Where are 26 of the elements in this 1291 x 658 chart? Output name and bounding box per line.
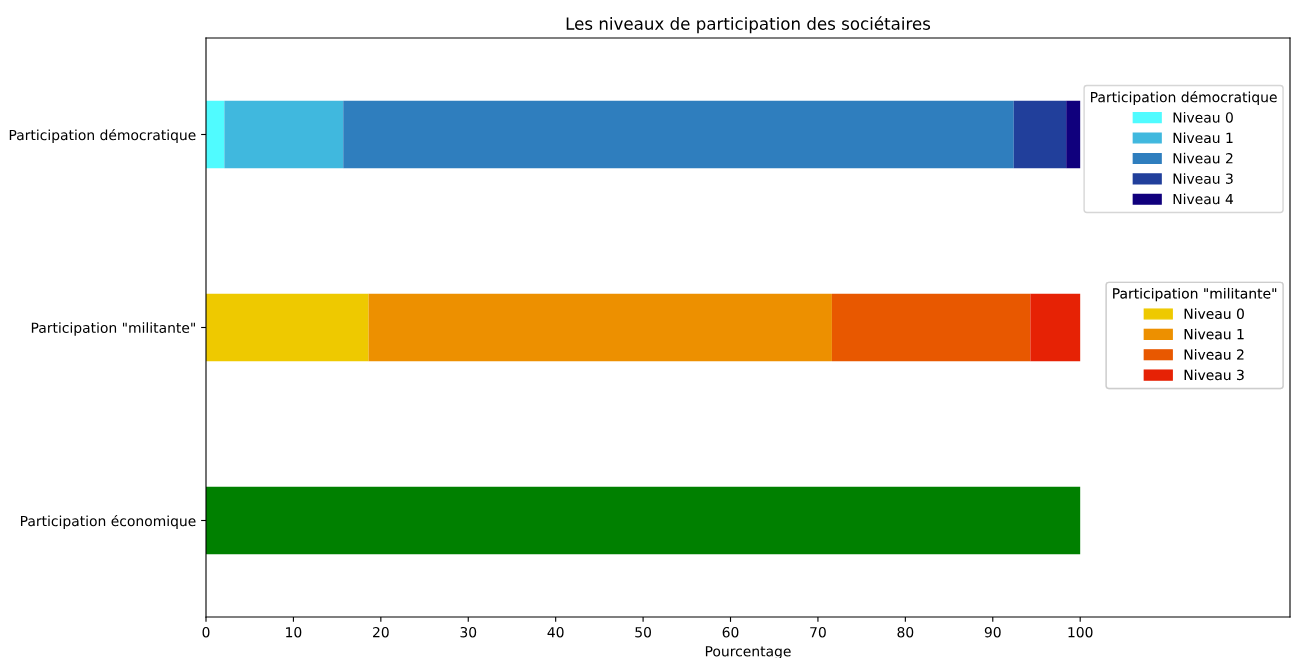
x-tick-label: 100 [1068,626,1093,638]
legend-label: Niveau 3 [1173,173,1233,184]
x-tick-label: 20 [373,626,389,638]
text: Participation démocratique [1091,91,1277,106]
legend-label: Niveau 4 [1173,193,1234,205]
x-tick-label: 60 [722,626,739,638]
y-tick-label: Participation démocratique [9,128,196,143]
y-tick-label: Participation économique [20,514,196,529]
x-tick-label: 0 [202,626,210,638]
legend-label: Niveau 1 [1173,132,1233,144]
legend-label: Niveau 0 [1173,111,1233,123]
x-tick-label: 80 [897,626,914,638]
legend-label: Niveau 1 [1184,328,1244,340]
y-tick-label: Participation "militante" [31,322,195,336]
legend-label: Niveau 2 [1184,349,1244,360]
x-tick-label: 30 [460,626,477,638]
legend-label: Niveau 2 [1173,152,1233,164]
legend-label: Niveau 0 [1184,308,1244,320]
x-tick-label: 10 [286,626,302,638]
x-tick-label: 50 [635,626,652,638]
x-tick-label: 70 [810,626,826,638]
legend-label: Niveau 3 [1184,369,1244,381]
chart-title: Les niveaux de participation des sociétaires [566,16,931,34]
x-tick-label: 40 [547,626,564,638]
text: Participation "militante" [1113,287,1277,302]
x-tick-label: 90 [984,626,1001,638]
